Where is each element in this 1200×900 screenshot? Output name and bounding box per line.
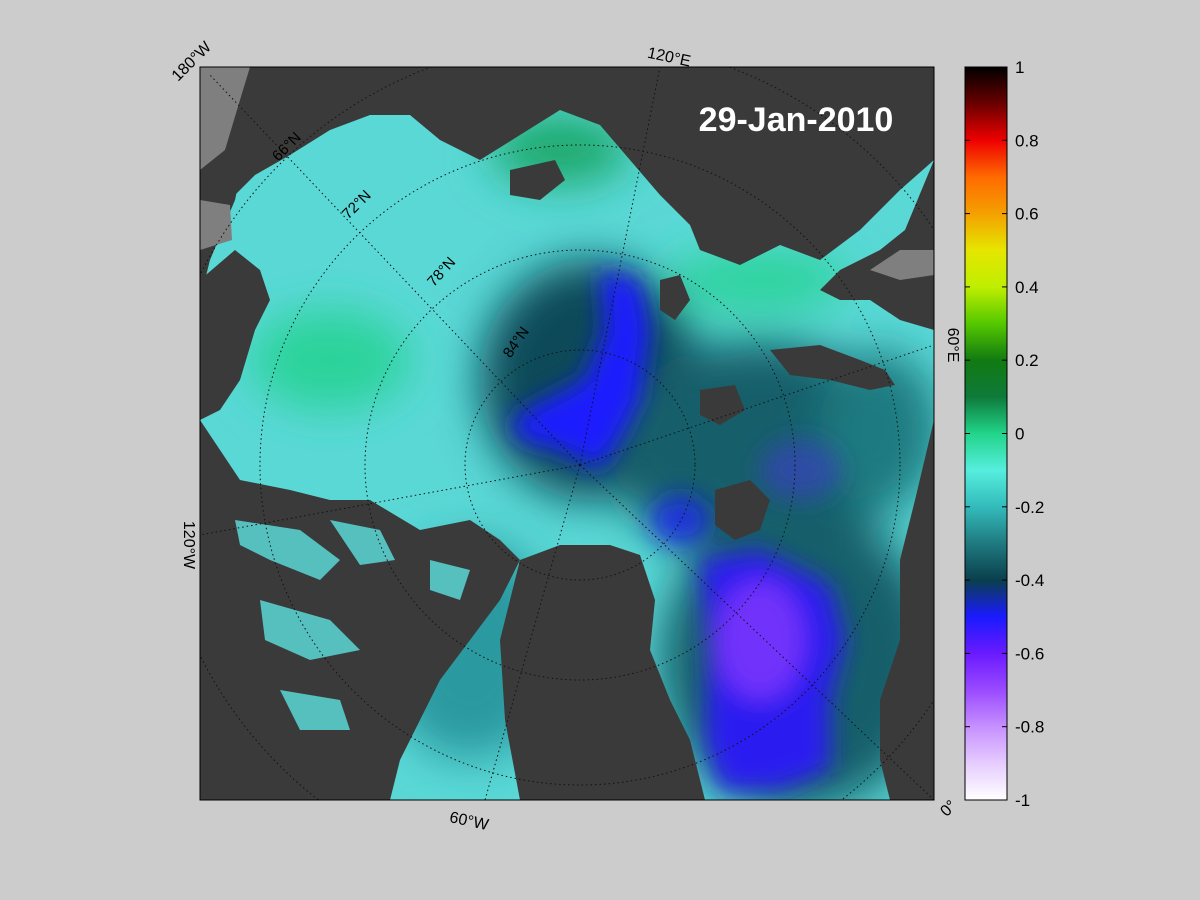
date-label: 29-Jan-2010 <box>699 101 894 139</box>
colorbar-tick-label: -1 <box>1015 791 1030 810</box>
colorbar-tick-label: -0.4 <box>1015 571 1044 590</box>
map-frame <box>199 66 935 801</box>
lat-circle-72 <box>259 144 901 786</box>
colorbar-tick-label: 1 <box>1015 58 1024 77</box>
colorbar-tick-label: 0.4 <box>1015 278 1039 297</box>
grey-region <box>200 67 934 280</box>
meridian-60e <box>579 344 934 466</box>
lat-circle-84 <box>464 349 696 581</box>
colorbar-tick-label: 0.6 <box>1015 205 1039 224</box>
lat-circle-78 <box>364 249 796 681</box>
colorbar-bar <box>964 66 1008 801</box>
colorbar-tick-label: 0.8 <box>1015 131 1039 150</box>
lon-label-0: 0° <box>937 797 960 820</box>
meridian-0 <box>579 464 934 800</box>
graticule <box>200 67 934 800</box>
colorbar-ticks: 1 0.8 0.6 0.4 0.2 0 -0.2 -0.4 -0.6 -0.8 -1 <box>965 58 1044 810</box>
lon-label-60e: 60°E <box>944 328 961 363</box>
anomaly-minimum <box>510 270 845 790</box>
colorbar-tick-label: 0.2 <box>1015 351 1039 370</box>
colorbar-tick-label: -0.6 <box>1015 644 1044 663</box>
meridian-120w <box>200 464 581 536</box>
colorbar-tick-label: 0 <box>1015 425 1024 444</box>
colorbar-tick-label: -0.8 <box>1015 718 1044 737</box>
colorbar: 1 0.8 0.6 0.4 0.2 0 -0.2 -0.4 -0.6 -0.8 -1 <box>964 58 1044 810</box>
map-panel[interactable] <box>155 40 1005 890</box>
land <box>200 67 934 800</box>
colorbar-tick-label: -0.2 <box>1015 498 1044 517</box>
lon-label-60w: 60°W <box>448 809 491 834</box>
lon-label-120w: 120°W <box>180 521 197 570</box>
archipelago-channels <box>235 520 470 730</box>
meridian-120e <box>579 67 661 466</box>
